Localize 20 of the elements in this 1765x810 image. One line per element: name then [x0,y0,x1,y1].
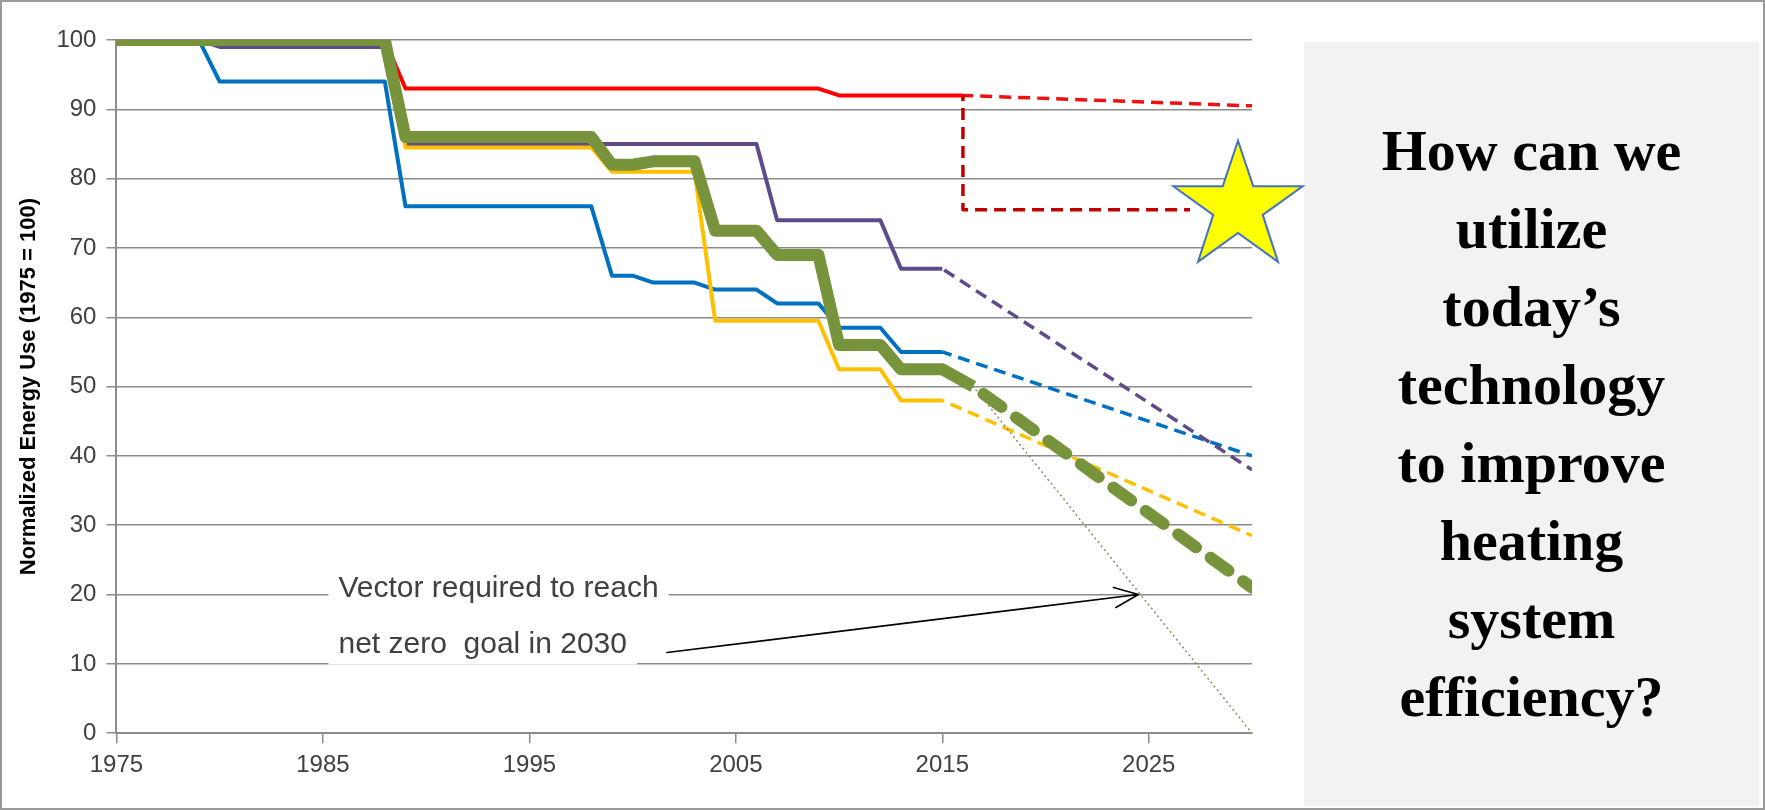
y-tick-label: 70 [69,232,97,260]
text: How can we utilize today’s technology to improve heating system efficiency? [1380,117,1683,731]
y-tick-label: 30 [69,509,97,537]
y-tick-label: 20 [69,579,97,607]
x-tick-label: 2005 [709,750,763,778]
y-tick-label: 40 [69,440,97,468]
y-tick-label: 80 [69,163,97,191]
y-axis-title: Normalized Energy Use (1975 = 100) [15,197,41,576]
x-tick-label: 1985 [296,750,350,778]
y-tick-label: 100 [56,24,97,52]
x-tick-label: 1975 [89,750,144,778]
y-tick-label: 90 [69,93,97,121]
y-tick-label: 0 [83,717,97,745]
y-tick-label: 60 [69,301,97,329]
y-tick-label: 10 [69,648,97,676]
x-tick-label: 1995 [502,750,557,778]
x-tick-label: 2015 [915,750,969,778]
y-tick-label: 50 [69,371,97,399]
annotation: Vector required to reach net zero goal in 2030 [338,569,659,659]
x-tick-label: 2025 [1122,750,1176,778]
